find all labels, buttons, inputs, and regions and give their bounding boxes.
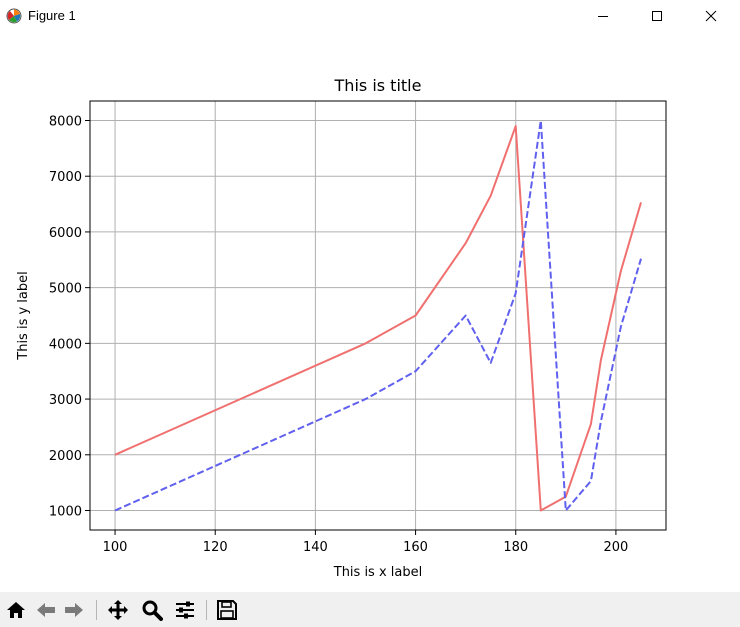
y-tick-label: 2000 <box>49 449 82 464</box>
close-button[interactable] <box>688 0 734 32</box>
home-button[interactable] <box>4 598 28 622</box>
pan-icon <box>108 600 128 620</box>
x-axis-label: This is x label <box>333 565 422 580</box>
line-chart: 100 120 140 160 180 200 1000 2000 3000 4000 5000 60… <box>16 76 667 580</box>
series-line-1 <box>114 125 642 512</box>
pan-button[interactable] <box>106 598 130 622</box>
minimize-icon <box>598 16 608 17</box>
y-tick-label: 4000 <box>49 337 82 352</box>
series-line-2 <box>114 119 642 512</box>
y-axis-label: This is y label <box>16 271 31 360</box>
close-icon <box>705 10 717 22</box>
y-tick-label: 1000 <box>49 505 82 520</box>
title-bar: Figure 1 <box>0 0 740 34</box>
figure-canvas[interactable]: 100 120 140 160 180 200 1000 2000 3000 4000 5000 60… <box>0 34 740 590</box>
zoom-icon <box>142 600 163 621</box>
x-tick-label: 160 <box>403 540 428 555</box>
back-icon <box>37 603 55 617</box>
window-title: Figure 1 <box>28 8 76 23</box>
configure-subplots-button[interactable] <box>173 598 197 622</box>
toolbar-separator <box>206 600 207 620</box>
axes-frame <box>89 100 667 531</box>
save-button[interactable] <box>215 598 239 622</box>
matplotlib-icon <box>6 8 22 24</box>
navigation-toolbar <box>0 592 740 627</box>
y-tick-label: 7000 <box>49 170 82 185</box>
zoom-button[interactable] <box>140 598 164 622</box>
y-tick-label: 6000 <box>49 226 82 241</box>
forward-button[interactable] <box>62 598 86 622</box>
back-button[interactable] <box>34 598 58 622</box>
maximize-icon <box>652 11 662 21</box>
maximize-button[interactable] <box>634 0 680 32</box>
x-tick-label: 120 <box>203 540 228 555</box>
y-tick-label: 8000 <box>49 115 82 130</box>
x-tick-label: 100 <box>103 540 128 555</box>
y-tick-label: 3000 <box>49 393 82 408</box>
save-icon <box>217 600 237 620</box>
chart-title: This is title <box>334 76 422 95</box>
x-tick-label: 180 <box>503 540 528 555</box>
x-tick-label: 140 <box>303 540 328 555</box>
minimize-button[interactable] <box>580 0 626 32</box>
y-tick-label: 5000 <box>49 282 82 297</box>
x-tick-label: 200 <box>603 540 628 555</box>
home-icon <box>7 602 25 618</box>
configure-subplots-icon <box>176 601 194 619</box>
toolbar-separator <box>96 600 97 620</box>
forward-icon <box>65 603 83 617</box>
